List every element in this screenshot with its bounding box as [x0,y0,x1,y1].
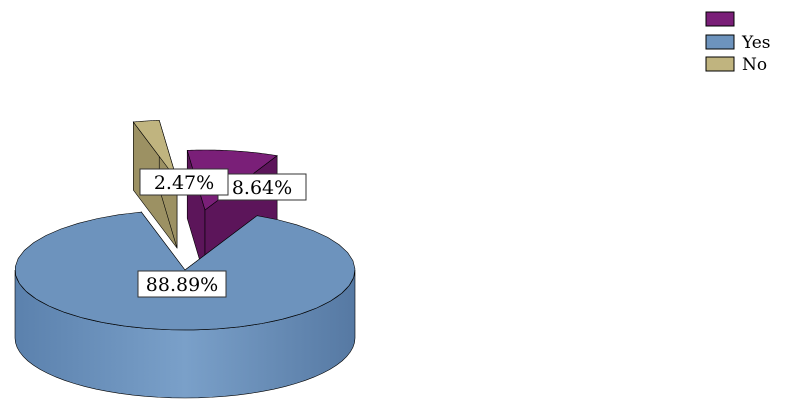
legend-item-2: No [705,55,767,75]
legend-label-1: Yes [741,33,771,53]
data-label-1: 88.89% [137,270,227,298]
pie-slice-1 [14,211,356,399]
legend-swatch-1 [705,34,735,50]
data-label-text-0: 8.64% [232,177,292,199]
slices-layer [14,120,356,399]
pie-slice-top-2 [132,120,178,181]
legend-swatch-0 [705,11,735,27]
data-label-0: 8.64% [217,173,307,201]
legend: Yes No [705,11,771,75]
legend-item-1: Yes [705,33,771,53]
legend-swatch-2 [705,56,735,72]
data-label-text-2: 2.47% [154,172,214,194]
legend-label-2: No [742,55,767,75]
data-label-2: 2.47% [139,168,229,196]
data-labels-layer: 8.64% 2.47% 88.89% [137,168,307,298]
data-label-text-1: 88.89% [146,274,218,296]
legend-item-0 [705,11,735,27]
